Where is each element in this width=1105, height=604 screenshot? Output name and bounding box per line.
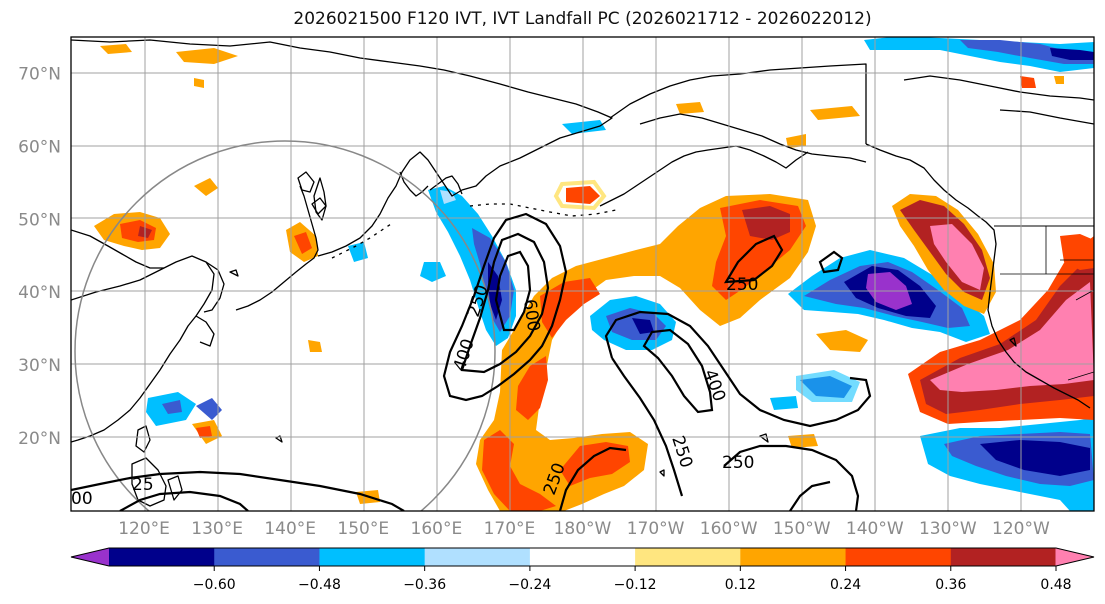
- latitude-tick-label: 70°N: [18, 64, 61, 84]
- colorbar-segment: [845, 548, 952, 566]
- colorbar-segment: [424, 548, 531, 566]
- colorbar-tick-label: −0.12: [614, 577, 657, 593]
- colorbar-segment: [214, 548, 321, 566]
- longitude-tick-label: 180°W: [554, 519, 612, 539]
- longitude-tick-label: 120°E: [118, 519, 170, 539]
- longitude-tick-label: 150°E: [337, 519, 389, 539]
- longitude-tick-label: 130°E: [191, 519, 243, 539]
- colorbar-tick-label: 0.48: [1040, 577, 1071, 593]
- colorbar-segment: [109, 548, 215, 566]
- map-content: 600 250 400 250 400 250 250 250 00 25: [71, 37, 1094, 511]
- longitude-tick-label: 170°E: [484, 519, 536, 539]
- latitude-tick-label: 60°N: [18, 137, 61, 157]
- graticule: [71, 37, 1094, 511]
- longitude-labels: 120°E 130°E 140°E 150°E 160°E 170°E 180°W 170°W…: [118, 519, 1050, 539]
- colorbar-segment: [950, 548, 1057, 566]
- map-frame: [70, 36, 1095, 512]
- latitude-tick-label: 50°N: [18, 210, 61, 230]
- latitude-tick-label: 30°N: [18, 356, 61, 376]
- longitude-tick-label: 170°W: [627, 519, 685, 539]
- colorbar-ticks: −0.60 −0.48 −0.36 −0.24 −0.12 0.12 0.24 0.36 0.4…: [193, 566, 1072, 593]
- colorbar-tick-label: −0.60: [193, 577, 236, 593]
- colorbar-tick-label: −0.36: [403, 577, 446, 593]
- longitude-tick-label: 140°W: [846, 519, 904, 539]
- colorbar-tick-label: 0.36: [935, 577, 966, 593]
- longitude-tick-label: 140°E: [264, 519, 316, 539]
- longitude-tick-label: 120°W: [992, 519, 1050, 539]
- ivt-contours: [71, 212, 872, 511]
- contour-label: 600: [519, 298, 543, 333]
- latitude-labels: 70°N 60°N 50°N 40°N 30°N 20°N: [18, 64, 61, 449]
- colorbar: [70, 547, 1095, 567]
- map-title: 2026021500 F120 IVT, IVT Landfall PC (20…: [293, 9, 872, 29]
- colorbar-segment: [529, 548, 636, 566]
- contour-label: 250: [722, 453, 754, 473]
- contour-label: 250: [726, 275, 758, 295]
- colorbar-extend-min: [71, 548, 110, 566]
- colorbar-segment: [635, 548, 741, 566]
- latitude-tick-label: 40°N: [18, 283, 61, 303]
- contour-label: 00: [71, 489, 93, 509]
- longitude-tick-label: 130°W: [919, 519, 977, 539]
- longitude-tick-label: 160°E: [411, 519, 463, 539]
- colorbar-tick-label: 0.12: [725, 577, 756, 593]
- colorbar-segment: [740, 548, 847, 566]
- colorbar-tick-label: −0.48: [298, 577, 341, 593]
- landfall-region-circle: [74, 140, 496, 511]
- colorbar-tick-label: −0.24: [508, 577, 551, 593]
- colorbar-segment: [319, 548, 426, 566]
- colorbar-tick-label: 0.24: [830, 577, 861, 593]
- colorbar-outline: [70, 547, 1095, 567]
- longitude-tick-label: 150°W: [773, 519, 831, 539]
- contour-label: 25: [132, 475, 154, 495]
- latitude-tick-label: 20°N: [18, 429, 61, 449]
- colorbar-extend-max: [1055, 548, 1094, 566]
- longitude-tick-label: 160°W: [700, 519, 758, 539]
